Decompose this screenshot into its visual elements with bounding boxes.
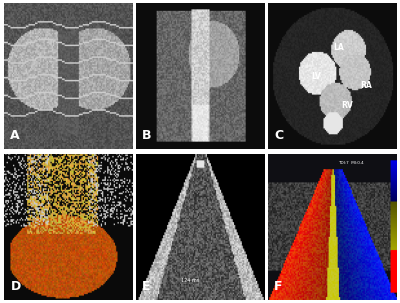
- Text: D: D: [10, 280, 21, 293]
- Text: C: C: [274, 129, 284, 142]
- Text: F: F: [274, 280, 283, 293]
- Text: A: A: [10, 129, 20, 142]
- Text: 124 ms: 124 ms: [181, 278, 199, 283]
- Text: E: E: [142, 280, 151, 293]
- Text: RV: RV: [342, 101, 353, 110]
- Text: LA: LA: [333, 43, 344, 52]
- Text: RA: RA: [361, 81, 372, 90]
- Text: TDI:7  MI:0.4: TDI:7 MI:0.4: [338, 161, 364, 165]
- Text: B: B: [142, 129, 152, 142]
- Text: LV: LV: [312, 72, 322, 81]
